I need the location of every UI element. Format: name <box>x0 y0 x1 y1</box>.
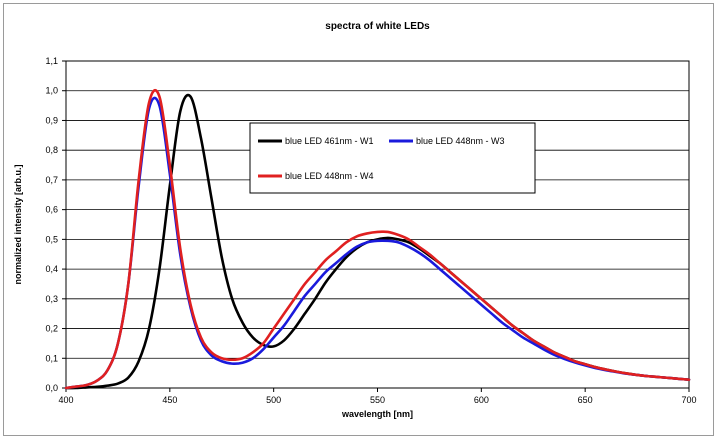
y-tick-label: 0,7 <box>45 175 58 185</box>
chart-figure: spectra of white LEDs 0,0 0,1 0,2 0,3 0,4 0,5… <box>3 3 714 436</box>
y-tick-label: 0,4 <box>45 264 58 274</box>
y-tick-label: 1,1 <box>45 56 58 66</box>
x-axis-ticks: 400 450 500 550 600 650 700 <box>58 388 697 405</box>
y-tick-label: 0,8 <box>45 145 58 155</box>
x-tick-label: 550 <box>370 395 385 405</box>
y-tick-label: 0,1 <box>45 353 58 363</box>
chart-svg: spectra of white LEDs 0,0 0,1 0,2 0,3 0,4 0,5… <box>13 21 697 419</box>
series-lines <box>64 89 691 390</box>
legend-box <box>249 122 536 194</box>
y-tick-label: 1,0 <box>45 86 58 96</box>
legend-label: blue LED 448nm - W3 <box>416 136 505 146</box>
legend-label: blue LED 461nm - W1 <box>285 136 374 146</box>
y-tick-label: 0,6 <box>45 205 58 215</box>
legend-label: blue LED 448nm - W4 <box>285 171 374 181</box>
x-tick-label: 500 <box>266 395 281 405</box>
x-tick-label: 450 <box>162 395 177 405</box>
y-tick-label: 0,0 <box>45 383 58 393</box>
x-tick-label: 400 <box>58 395 73 405</box>
x-tick-label: 650 <box>578 395 593 405</box>
y-tick-label: 0,3 <box>45 294 58 304</box>
x-axis-title: wavelength [nm] <box>341 409 413 419</box>
y-axis-ticks: 0,0 0,1 0,2 0,3 0,4 0,5 0,6 0,7 0,8 0,9 1,0 1,1 <box>45 56 66 393</box>
legend: blue LED 461nm - W1 blue LED 448nm - W3 bl… <box>249 122 536 194</box>
y-axis-title: normalized intensity [arb.u.] <box>13 164 23 284</box>
y-tick-label: 0,5 <box>45 234 58 244</box>
series-line-3 <box>64 89 691 390</box>
y-tick-label: 0,2 <box>45 324 58 334</box>
chart-title: spectra of white LEDs <box>325 21 430 32</box>
x-tick-label: 600 <box>474 395 489 405</box>
y-tick-label: 0,9 <box>45 115 58 125</box>
x-tick-label: 700 <box>681 395 696 405</box>
